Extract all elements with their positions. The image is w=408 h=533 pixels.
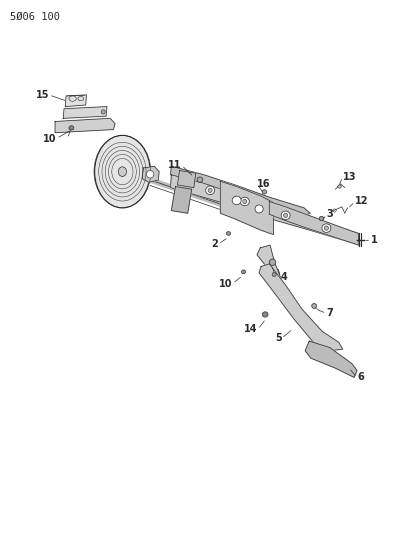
Ellipse shape: [226, 231, 231, 235]
Ellipse shape: [284, 213, 288, 217]
Text: 5Ø06 100: 5Ø06 100: [10, 12, 60, 22]
Text: 4: 4: [281, 272, 288, 282]
Ellipse shape: [269, 259, 276, 265]
Polygon shape: [220, 181, 273, 235]
Ellipse shape: [255, 205, 263, 213]
Polygon shape: [171, 187, 192, 213]
Ellipse shape: [206, 186, 215, 195]
Text: 6: 6: [357, 373, 364, 382]
Text: 14: 14: [244, 325, 258, 334]
Ellipse shape: [319, 216, 324, 221]
Circle shape: [95, 135, 150, 208]
Polygon shape: [259, 264, 343, 351]
Text: 10: 10: [43, 134, 56, 143]
Ellipse shape: [272, 272, 276, 277]
Polygon shape: [55, 118, 115, 133]
Text: 10: 10: [219, 279, 233, 288]
Ellipse shape: [146, 171, 154, 178]
Polygon shape: [257, 245, 294, 306]
Ellipse shape: [243, 199, 247, 204]
Ellipse shape: [337, 185, 341, 188]
Polygon shape: [177, 171, 196, 188]
Text: 15: 15: [35, 90, 49, 100]
Ellipse shape: [322, 224, 331, 232]
Ellipse shape: [69, 126, 74, 130]
Ellipse shape: [324, 226, 328, 230]
Ellipse shape: [232, 196, 241, 205]
Ellipse shape: [262, 312, 268, 317]
Polygon shape: [65, 95, 86, 107]
Polygon shape: [171, 175, 360, 245]
Polygon shape: [305, 341, 357, 377]
Ellipse shape: [312, 304, 317, 308]
Text: 11: 11: [168, 160, 182, 170]
Ellipse shape: [208, 188, 212, 192]
Polygon shape: [269, 201, 359, 245]
Text: 5: 5: [275, 334, 282, 343]
Text: 16: 16: [257, 179, 271, 189]
Text: 7: 7: [326, 309, 333, 318]
Polygon shape: [142, 166, 159, 182]
Text: 2: 2: [211, 239, 218, 249]
Text: 13: 13: [343, 172, 356, 182]
Ellipse shape: [197, 177, 203, 182]
Polygon shape: [171, 166, 310, 216]
Ellipse shape: [242, 270, 246, 274]
Text: 12: 12: [355, 197, 368, 206]
Text: 1: 1: [371, 235, 378, 245]
Text: 3: 3: [326, 209, 333, 219]
Ellipse shape: [262, 190, 267, 194]
Ellipse shape: [240, 197, 249, 206]
Ellipse shape: [281, 211, 290, 220]
Polygon shape: [63, 107, 107, 118]
Ellipse shape: [101, 110, 105, 114]
Ellipse shape: [118, 167, 126, 176]
